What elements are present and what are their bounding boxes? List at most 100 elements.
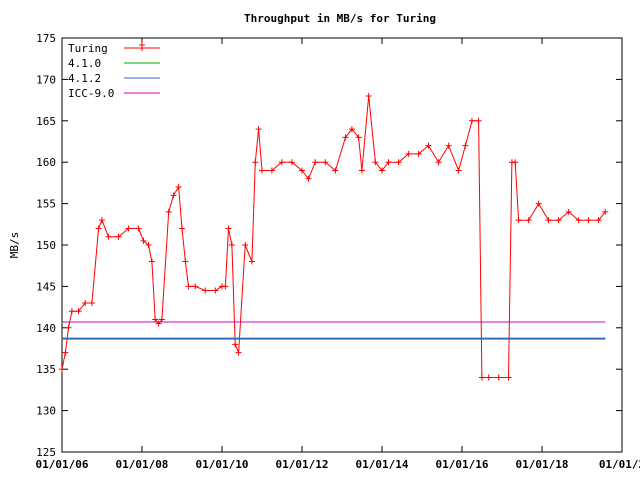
data-point xyxy=(232,341,239,348)
x-tick-label: 01/01/12 xyxy=(275,458,328,471)
y-tick-label: 170 xyxy=(36,73,56,86)
y-tick-label: 145 xyxy=(36,280,56,293)
data-point xyxy=(475,117,482,124)
y-tick-label: 160 xyxy=(36,156,56,169)
y-tick-label: 130 xyxy=(36,405,56,418)
data-point xyxy=(252,159,259,166)
data-point xyxy=(202,287,209,294)
y-tick-label: 175 xyxy=(36,32,56,45)
data-point xyxy=(242,242,249,248)
data-point xyxy=(170,192,177,199)
data-point xyxy=(248,258,255,265)
data-point xyxy=(358,167,365,174)
data-point xyxy=(575,217,582,224)
data-point xyxy=(478,374,485,381)
x-tick-label: 01/01/06 xyxy=(36,458,89,471)
data-point xyxy=(298,167,305,174)
data-point xyxy=(82,299,89,306)
x-tick-label: 01/01/08 xyxy=(115,458,168,471)
data-point xyxy=(379,167,386,174)
data-point xyxy=(555,217,562,224)
data-point xyxy=(455,167,462,174)
y-tick-label: 150 xyxy=(36,239,56,252)
data-point xyxy=(158,316,165,323)
y-tick-label: 140 xyxy=(36,322,56,335)
data-point xyxy=(405,150,412,157)
legend-label: 4.1.0 xyxy=(68,57,101,70)
data-point xyxy=(185,283,192,290)
data-point xyxy=(565,208,572,215)
data-point xyxy=(62,349,69,356)
data-point xyxy=(192,283,199,290)
x-tick-label: 01/01/18 xyxy=(516,458,569,471)
legend: Turing 4.1.0 4.1.2 ICC-9.0 xyxy=(68,42,160,100)
data-point xyxy=(235,349,242,356)
data-point xyxy=(535,200,542,207)
data-point xyxy=(425,142,432,149)
data-point xyxy=(228,242,235,248)
data-point xyxy=(602,208,609,215)
data-point xyxy=(468,117,475,124)
data-point xyxy=(255,126,262,133)
data-point xyxy=(595,217,602,224)
data-point xyxy=(372,159,379,166)
data-point xyxy=(258,167,265,174)
y-tick-label: 165 xyxy=(36,115,56,128)
y-tick-label: 135 xyxy=(36,363,56,376)
data-point xyxy=(152,316,159,323)
data-point xyxy=(145,242,152,248)
data-point xyxy=(385,159,392,166)
data-point xyxy=(225,225,232,232)
data-point xyxy=(495,374,502,381)
data-point xyxy=(355,134,362,141)
data-point xyxy=(140,237,147,244)
series-line-Turing xyxy=(61,95,606,378)
x-tick-label: 01/01/14 xyxy=(356,458,409,471)
data-point xyxy=(59,366,65,373)
y-tick-label: 125 xyxy=(36,446,56,459)
data-point xyxy=(585,217,592,224)
data-point xyxy=(512,159,519,166)
axis-ticks: 125 130 135 140 145 150 155 160 165 170 175 01/01/0… xyxy=(36,32,640,471)
data-point xyxy=(165,208,172,215)
data-point xyxy=(415,150,422,157)
data-point xyxy=(485,374,492,381)
data-point xyxy=(268,167,275,174)
data-point xyxy=(95,225,102,232)
data-point xyxy=(135,225,142,232)
data-point xyxy=(435,159,442,166)
data-point xyxy=(525,217,532,224)
data-point xyxy=(68,308,75,315)
data-point xyxy=(179,225,186,232)
data-point xyxy=(312,159,319,166)
data-point xyxy=(462,142,469,149)
x-tick-label: 01/01/10 xyxy=(196,458,249,471)
data-point xyxy=(322,159,329,166)
data-point xyxy=(105,233,112,240)
data-point xyxy=(175,184,182,191)
data-point xyxy=(515,217,522,224)
y-axis-label: MB/s xyxy=(8,232,21,259)
data-point xyxy=(88,299,95,306)
data-point xyxy=(395,159,402,166)
data-point xyxy=(148,258,155,265)
data-point xyxy=(545,217,552,224)
data-point xyxy=(65,324,72,331)
chart-title: Throughput in MB/s for Turing xyxy=(244,12,436,25)
data-point xyxy=(348,126,355,133)
legend-marker xyxy=(139,42,145,51)
series-markers xyxy=(59,92,609,381)
data-point xyxy=(155,320,162,327)
x-tick-label: 01/01/16 xyxy=(435,458,488,471)
data-point xyxy=(505,374,512,381)
data-point xyxy=(125,225,132,232)
data-point xyxy=(332,167,339,174)
data-point xyxy=(75,308,82,315)
data-point xyxy=(222,283,229,290)
legend-label: 4.1.2 xyxy=(68,72,101,85)
series-lines xyxy=(61,95,606,378)
data-point xyxy=(305,175,312,182)
data-point xyxy=(365,92,372,99)
data-point xyxy=(342,134,349,141)
